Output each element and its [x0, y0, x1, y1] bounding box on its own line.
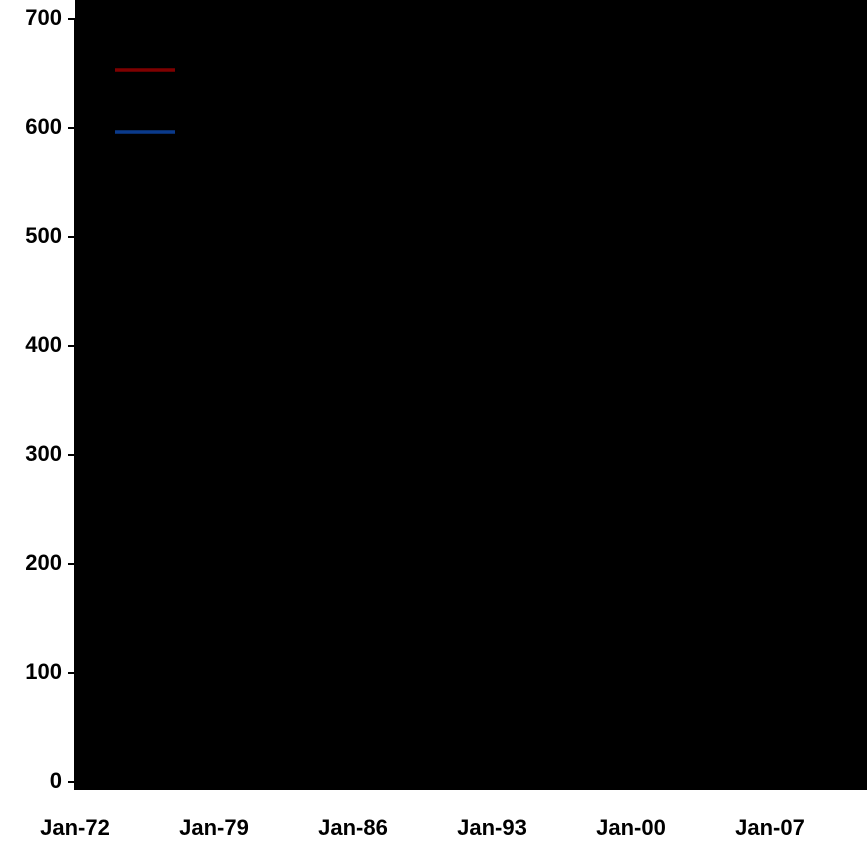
x-tick-label: Jan-07: [735, 815, 805, 840]
y-tick-label: 700: [25, 5, 62, 30]
x-tick-label: Jan-79: [179, 815, 249, 840]
y-tick-label: 100: [25, 659, 62, 684]
y-tick-label: 600: [25, 114, 62, 139]
y-tick-label: 300: [25, 441, 62, 466]
legend-label: Industrials: [185, 118, 296, 143]
x-tick-label: Jan-72: [40, 815, 110, 840]
y-tick-label: 400: [25, 332, 62, 357]
legend-label: Commodities: [185, 56, 324, 81]
x-tick-label: Jan-00: [596, 815, 666, 840]
y-tick-label: 500: [25, 223, 62, 248]
y-tick-label: 200: [25, 550, 62, 575]
x-tick-label: Jan-93: [457, 815, 527, 840]
x-tick-label: Jan-86: [318, 815, 388, 840]
y-tick-label: 0: [50, 768, 62, 793]
